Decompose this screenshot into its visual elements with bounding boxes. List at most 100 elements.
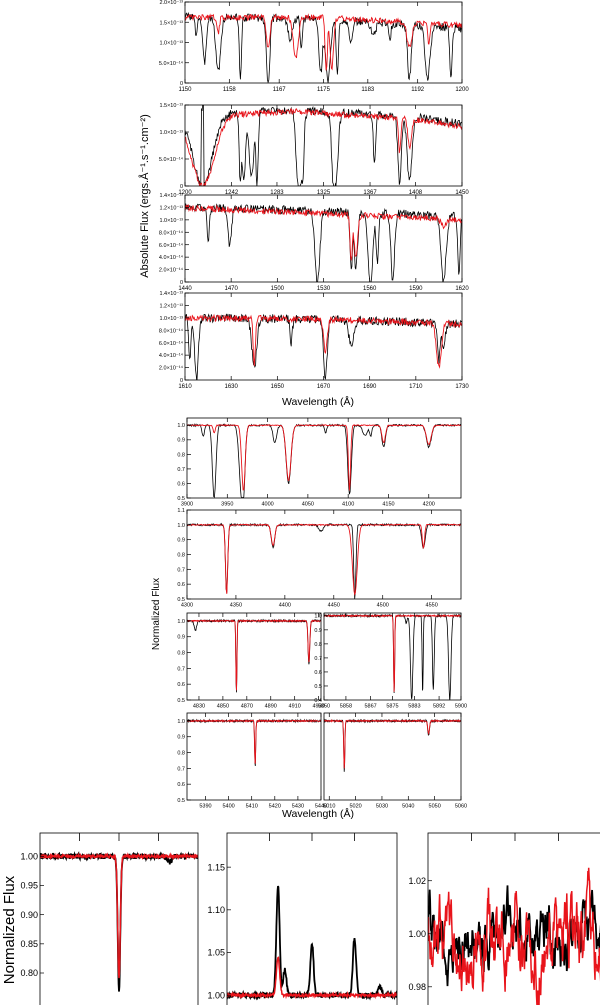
x-tick-label: 4890	[265, 704, 277, 710]
panel-frame	[184, 194, 463, 283]
x-tick-label: 4550	[426, 603, 438, 609]
y-tick-label: 1.0	[177, 619, 185, 625]
model-spectrum-uv4	[185, 313, 462, 369]
x-tick-label: 1183	[361, 87, 375, 93]
y-tick-label: 0.8	[314, 642, 322, 648]
y-tick-label: 0.6	[177, 481, 185, 487]
y-tick-label: 0.7	[314, 656, 322, 662]
y-tick-label: 8.0×10⁻¹⁴	[159, 327, 184, 334]
panel-opt4b: 5010 5020 5030 5040 5050 5060	[323, 712, 467, 810]
x-tick-label: 1200	[455, 87, 469, 93]
model-spectrum-opt4a	[187, 718, 321, 764]
uv-x-axis-label: Wavelength (Å)	[282, 395, 354, 408]
y-tick-label: 4.0×10⁻¹⁴	[159, 254, 184, 261]
y-tick-label: 1.2×10⁻¹³	[159, 304, 183, 310]
x-tick-label: 5883	[408, 704, 420, 710]
x-tick-label: 1440	[178, 286, 192, 292]
x-tick-label: 1450	[455, 190, 469, 196]
panel-uv4: 1610 1630 1650 1670 1690 1710 1730 0 2.0×10⁻¹⁴ 4.…	[159, 291, 469, 390]
x-tick-label: 5430	[292, 804, 304, 810]
y-tick-label: 2.0×10⁻¹⁴	[159, 365, 184, 372]
x-tick-label: 5040	[402, 804, 414, 810]
y-tick-label: 0.5	[177, 597, 185, 603]
x-tick-label: 1283	[270, 190, 284, 196]
x-tick-label: 5400	[222, 804, 234, 810]
bottom-y-axis-label: Normalized Flux	[1, 875, 18, 984]
y-tick-label: 1.00	[20, 851, 38, 861]
x-tick-label: 1175	[317, 87, 331, 93]
y-tick-label: 0.5	[177, 496, 185, 502]
observed-spectrum-uv1	[185, 11, 462, 83]
y-tick-label: 1.4×10⁻¹³	[159, 291, 183, 297]
y-tick-label: 0.5	[314, 684, 322, 690]
x-tick-label: 4830	[193, 704, 205, 710]
x-tick-label: 1650	[271, 384, 285, 390]
x-tick-label: 4350	[230, 603, 242, 609]
y-tick-label: 0.8	[177, 750, 185, 756]
y-tick-label: 1.00	[408, 929, 426, 939]
y-tick-label: 0	[180, 184, 183, 190]
x-tick-label: 5420	[269, 804, 281, 810]
y-tick-label: 0.80	[20, 968, 38, 978]
y-tick-label: 0.8	[177, 650, 185, 656]
y-tick-label: 1.0	[177, 719, 185, 725]
x-tick-label: 3950	[221, 502, 233, 508]
y-tick-label: 1.10	[207, 905, 225, 915]
y-tick-label: 1.2×10⁻¹³	[159, 206, 183, 212]
y-tick-label: 0.9	[177, 735, 185, 741]
x-tick-label: 1530	[317, 286, 331, 292]
panel-uv3: 1440 1470 1500 1530 1560 1590 1620 0 2.0×10⁻¹⁴ 4.…	[159, 193, 469, 292]
model-spectrum-bot3	[428, 867, 600, 1005]
panel-opt3b: 5850 5858 5867 5875 5883 5892 5900 0.4 0.5 0.6 0.7…	[314, 612, 467, 710]
y-tick-label: 0.9	[177, 438, 185, 444]
x-tick-label: 5850	[318, 704, 330, 710]
x-tick-label: 5060	[455, 804, 467, 810]
model-spectrum-uv3	[185, 204, 462, 261]
panel-opt2: 4300 4350 4400 4450 4500 4550 0.5 0.6 0.7 0.8 0.9 1…	[177, 508, 462, 609]
model-spectrum-opt3a	[187, 618, 321, 691]
observed-spectrum-opt1	[187, 423, 461, 498]
y-tick-label: 1.4×10⁻¹³	[159, 193, 183, 199]
x-tick-label: 3900	[181, 502, 193, 508]
opt-x-axis-label: Wavelength (Å)	[282, 807, 354, 820]
y-tick-label: 1.15	[207, 862, 225, 872]
x-tick-label: 4050	[302, 502, 314, 508]
x-tick-label: 4300	[181, 603, 193, 609]
y-tick-label: 1.02	[408, 876, 426, 886]
x-tick-label: 1690	[363, 384, 377, 390]
x-tick-label: 1325	[317, 190, 331, 196]
panel-uv1: 1150 1158 1167 1175 1183 1192 1200 0 5.0×10⁻¹⁴ 1.…	[159, 0, 469, 93]
observed-spectrum-uv2	[185, 105, 462, 186]
panel-frame	[186, 712, 322, 801]
y-tick-label: 0.7	[177, 467, 185, 473]
y-tick-label: 1.00	[207, 990, 225, 1000]
x-tick-label: 4870	[241, 704, 253, 710]
x-tick-label: 5867	[364, 704, 376, 710]
model-spectrum-uv1	[185, 13, 462, 71]
x-tick-label: 1560	[363, 286, 377, 292]
x-tick-label: 5892	[433, 704, 445, 710]
x-tick-label: 4850	[217, 704, 229, 710]
y-tick-label: 5.0×10⁻¹⁴	[159, 156, 184, 163]
panel-bot3: 0.98 1.00 1.02	[408, 832, 600, 1005]
y-tick-label: 2.0×10⁻¹³	[159, 0, 183, 6]
y-tick-label: 1.0×10⁻¹³	[159, 218, 183, 224]
y-tick-label: 0.9	[177, 635, 185, 641]
y-tick-label: 0.8	[177, 452, 185, 458]
y-tick-label: 0.6	[177, 682, 185, 688]
y-tick-label: 1.0	[177, 523, 185, 529]
observed-spectrum-bot1	[40, 851, 198, 992]
x-tick-label: 5050	[429, 804, 441, 810]
y-tick-label: 1.5×10⁻¹³	[159, 103, 183, 109]
y-tick-label: 1.0	[314, 614, 322, 620]
x-tick-label: 4910	[289, 704, 301, 710]
y-tick-label: 2.0×10⁻¹⁴	[159, 267, 184, 274]
y-tick-label: 1.0×10⁻¹³	[159, 130, 183, 136]
panel-bot2: 1.00 1.05 1.10 1.15	[207, 832, 398, 1005]
panel-opt4a: 5390 5400 5410 5420 5430 5440 0.5 0.6 0.7 0.8 0.9 1…	[177, 712, 327, 810]
model-spectrum-opt2	[187, 523, 461, 596]
x-tick-label: 1500	[271, 286, 285, 292]
y-tick-label: 6.0×10⁻¹⁴	[159, 242, 184, 249]
observed-spectrum-bot2	[227, 885, 397, 1001]
x-tick-label: 1710	[409, 384, 423, 390]
